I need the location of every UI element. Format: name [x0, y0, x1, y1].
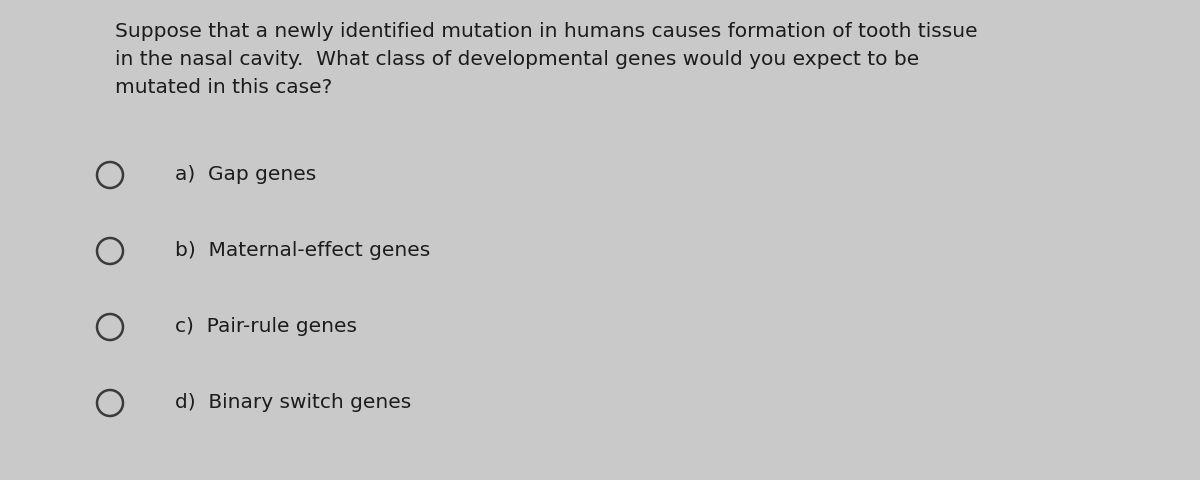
Text: Suppose that a newly identified mutation in humans causes formation of tooth tis: Suppose that a newly identified mutation…	[115, 22, 978, 41]
Text: in the nasal cavity.  What class of developmental genes would you expect to be: in the nasal cavity. What class of devel…	[115, 50, 919, 69]
Text: mutated in this case?: mutated in this case?	[115, 78, 332, 97]
Text: a)  Gap genes: a) Gap genes	[175, 166, 317, 184]
Text: c)  Pair-rule genes: c) Pair-rule genes	[175, 317, 358, 336]
Text: b)  Maternal-effect genes: b) Maternal-effect genes	[175, 241, 431, 261]
Text: d)  Binary switch genes: d) Binary switch genes	[175, 394, 412, 412]
